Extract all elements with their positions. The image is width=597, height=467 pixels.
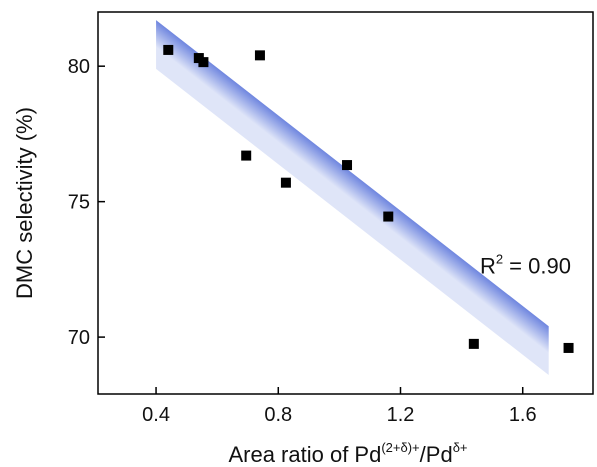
x-tick-label: 1.2 [387,404,415,426]
x-axis-title-sup1: (2+δ)+ [381,440,419,455]
data-point-9 [468,338,479,349]
data-point-8 [383,211,394,222]
annotation-sup: 2 [496,251,503,266]
r-squared-annotation: R2 = 0.90 [480,251,571,278]
data-point-5 [241,150,252,161]
y-tick-label: 75 [68,192,90,214]
data-point-10 [563,342,574,353]
x-axis: 0.4 0.8 1.2 1.6 [142,387,537,426]
x-tick-label: 0.8 [264,404,292,426]
data-point-7 [342,160,353,171]
x-axis-title: Area ratio of Pd(2+δ)+/Pdδ+ [228,440,467,467]
data-point-1 [163,44,174,55]
y-tick-label: 70 [68,327,90,349]
x-tick-label: 0.4 [142,404,170,426]
x-axis-title-main: Area ratio of Pd [228,442,381,467]
x-axis-title-sup2: δ+ [453,440,468,455]
data-point-4 [254,50,265,61]
x-tick-label: 1.6 [509,404,537,426]
annotation-base: R [480,253,496,278]
y-axis-title: DMC selectivity (%) [12,107,37,299]
plot-frame [97,11,594,395]
fit-band [156,20,549,376]
annotation-rest: = 0.90 [503,253,571,278]
data-points [163,44,574,353]
data-point-6 [280,177,291,188]
y-axis: 70 75 80 [68,56,105,349]
data-point-3 [198,57,209,68]
y-tick-label: 80 [68,56,90,78]
x-axis-title-mid: /Pd [420,442,453,467]
